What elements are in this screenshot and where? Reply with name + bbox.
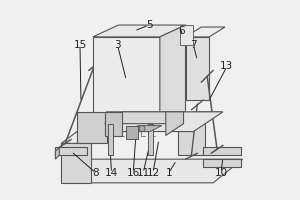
Circle shape — [139, 126, 145, 132]
Text: 14: 14 — [105, 168, 118, 178]
Text: 7: 7 — [190, 40, 197, 50]
Polygon shape — [178, 124, 205, 155]
Text: 6: 6 — [178, 26, 185, 36]
Polygon shape — [126, 126, 138, 139]
Text: 1: 1 — [165, 168, 172, 178]
Polygon shape — [93, 37, 160, 124]
Polygon shape — [185, 37, 209, 100]
Text: 12: 12 — [146, 168, 160, 178]
Polygon shape — [77, 112, 106, 143]
Text: 13: 13 — [220, 61, 233, 71]
Polygon shape — [77, 112, 223, 132]
Polygon shape — [148, 124, 153, 155]
Polygon shape — [180, 25, 194, 45]
Text: 15: 15 — [74, 40, 87, 50]
Polygon shape — [203, 147, 241, 155]
Polygon shape — [105, 112, 122, 136]
Polygon shape — [178, 112, 221, 124]
Polygon shape — [160, 25, 185, 124]
Text: 10: 10 — [214, 168, 228, 178]
Polygon shape — [203, 159, 241, 167]
Polygon shape — [105, 112, 184, 124]
Polygon shape — [93, 25, 185, 37]
Text: 8: 8 — [92, 168, 99, 178]
Polygon shape — [185, 27, 225, 37]
Polygon shape — [108, 124, 112, 155]
Polygon shape — [61, 159, 243, 183]
Polygon shape — [61, 132, 106, 143]
Text: 3: 3 — [114, 40, 121, 50]
Polygon shape — [61, 143, 91, 183]
Text: 16: 16 — [127, 168, 140, 178]
Polygon shape — [126, 126, 162, 132]
Text: 11: 11 — [136, 168, 150, 178]
Polygon shape — [55, 147, 59, 159]
Polygon shape — [55, 147, 87, 155]
Text: 5: 5 — [146, 20, 152, 30]
Polygon shape — [166, 112, 184, 136]
